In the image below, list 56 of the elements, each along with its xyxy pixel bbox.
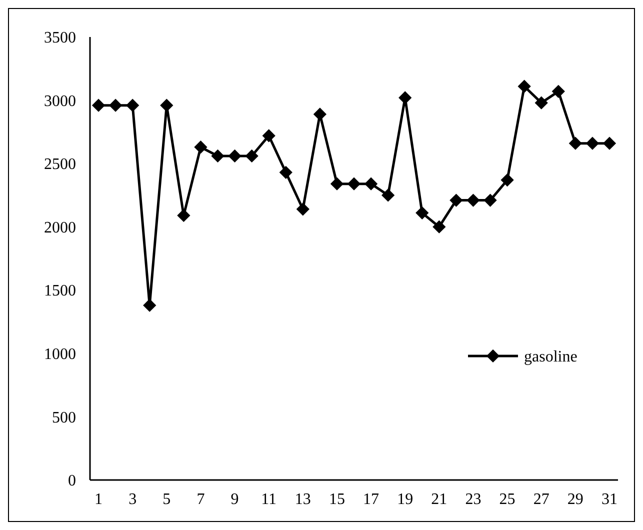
legend-label: gasoline [524, 348, 578, 366]
x-tick-label: 13 [294, 491, 311, 508]
x-tick-label: 23 [465, 491, 482, 508]
point [552, 84, 565, 98]
x-tick-label: 1 [94, 491, 103, 508]
y-tick-label: 2500 [44, 156, 76, 174]
point [450, 194, 463, 207]
x-tick-label: 3 [128, 491, 137, 508]
x-tick-label: 17 [363, 491, 380, 508]
x-tick-label: 25 [499, 491, 516, 508]
point [108, 98, 122, 112]
point [296, 202, 310, 216]
x-tick-label: 11 [261, 491, 277, 508]
y-tick-label: 2000 [44, 219, 76, 236]
point [177, 208, 190, 222]
point [262, 129, 276, 142]
x-tick-label: 9 [230, 491, 239, 508]
y-tick-label: 3500 [44, 30, 76, 47]
point [126, 98, 140, 112]
point [279, 166, 292, 179]
x-tick-label: 31 [601, 491, 618, 508]
point [518, 80, 531, 93]
point [568, 136, 582, 150]
y-tick-label: 1000 [44, 346, 76, 364]
x-tick-label: 15 [328, 491, 345, 508]
point [143, 298, 156, 312]
point [245, 149, 258, 163]
y-tick-label: 500 [52, 409, 76, 426]
point [432, 220, 446, 234]
point [466, 194, 480, 207]
point [484, 194, 497, 207]
point [211, 149, 224, 163]
y-tick-label: 0 [68, 472, 76, 490]
point [416, 206, 429, 220]
point [92, 98, 106, 112]
point [381, 188, 395, 202]
point [602, 136, 616, 150]
x-tick-label: 29 [567, 491, 584, 508]
x-tick-label: 19 [397, 491, 414, 508]
point [364, 177, 378, 190]
y-tick-label: 1500 [44, 282, 76, 300]
point [160, 98, 174, 112]
x-tick-label: 21 [431, 491, 448, 508]
point [534, 96, 548, 110]
point [313, 108, 327, 121]
x-tick-label: 5 [162, 491, 171, 508]
point [398, 91, 412, 104]
point [330, 177, 344, 190]
point [347, 177, 361, 190]
y-tick-label: 3000 [44, 92, 76, 110]
point [586, 136, 600, 150]
point [500, 173, 514, 187]
point [228, 149, 242, 163]
x-tick-label: 27 [533, 491, 550, 508]
x-tick-label: 7 [196, 491, 205, 508]
point [194, 140, 208, 154]
